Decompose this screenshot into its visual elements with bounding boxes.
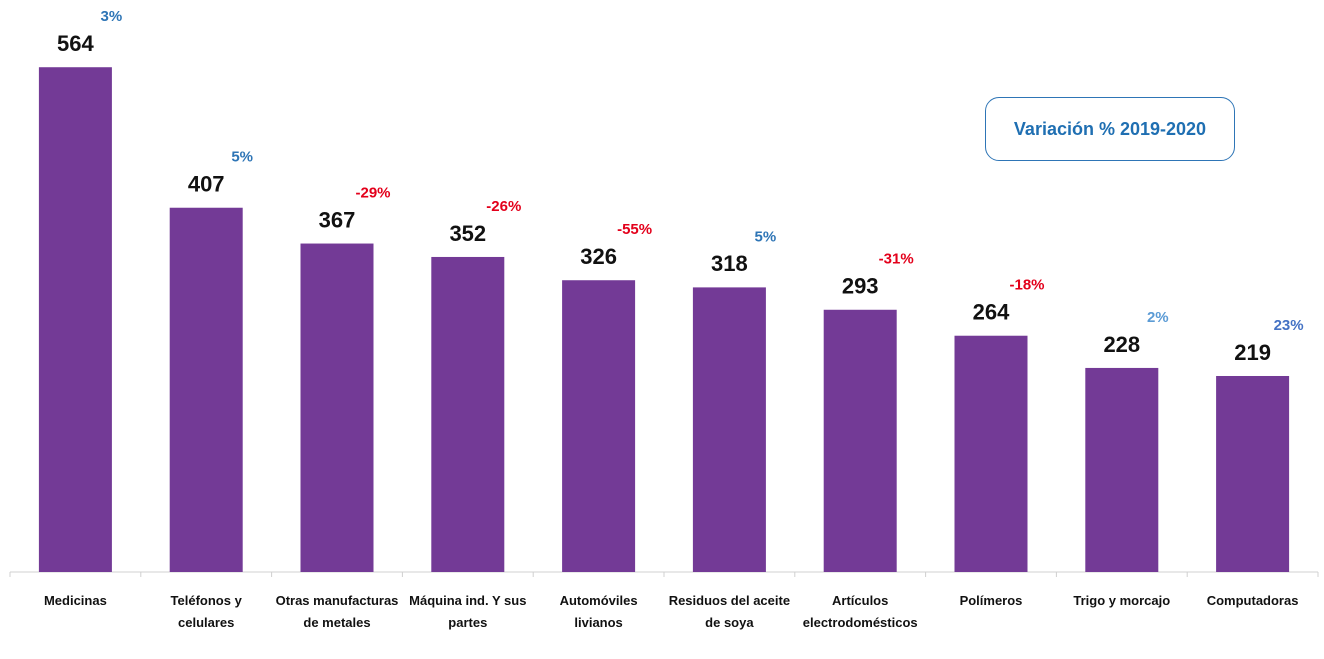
bar [169,207,243,573]
bar [38,67,112,572]
variation-label: 5% [231,149,253,166]
x-tick-label: Computadoras [1206,593,1299,608]
value-label: 564 [57,31,94,56]
value-label: 352 [449,221,486,246]
variation-label: 3% [101,8,123,25]
x-tick-label: Residuos del aceite de soya [668,593,791,630]
x-tick-label: Máquina ind. Y sus partes [409,593,527,630]
value-label: 407 [188,172,225,197]
x-tick-label: Teléfonos y celulares [170,593,242,630]
variation-label: -31% [879,251,914,268]
value-label: 318 [711,251,748,276]
x-tick-label: Otras manufacturas de metales [275,593,399,630]
bar [1216,375,1290,572]
bar [954,335,1028,572]
variation-label: 23% [1274,317,1304,334]
variation-label: -55% [617,221,652,238]
annotation: Variación % 2019-2020 [985,97,1235,161]
value-label: 326 [580,244,617,269]
x-tick-label: Polímeros [959,593,1023,608]
bar [431,256,505,572]
variation-label: 2% [1147,309,1169,326]
value-label: 228 [1103,332,1140,357]
value-label: 367 [319,207,356,232]
bar [692,287,766,572]
x-tick-label: Automóviles livianos [559,593,638,630]
x-tick-label: Medicinas [43,593,107,608]
variation-label: 5% [755,228,777,245]
bar [562,280,636,572]
value-label: 219 [1234,340,1271,365]
value-label: 293 [842,274,879,299]
variation-label: -18% [1009,277,1044,294]
value-label: 264 [973,300,1010,325]
x-tick-label: Artículos electrodomésticos [802,593,918,630]
bar [300,243,374,572]
bar [1085,367,1159,572]
x-tick-label: Trigo y morcajo [1073,593,1171,608]
variation-label: -29% [355,185,390,202]
bar [823,309,897,572]
variation-label: -26% [486,198,521,215]
